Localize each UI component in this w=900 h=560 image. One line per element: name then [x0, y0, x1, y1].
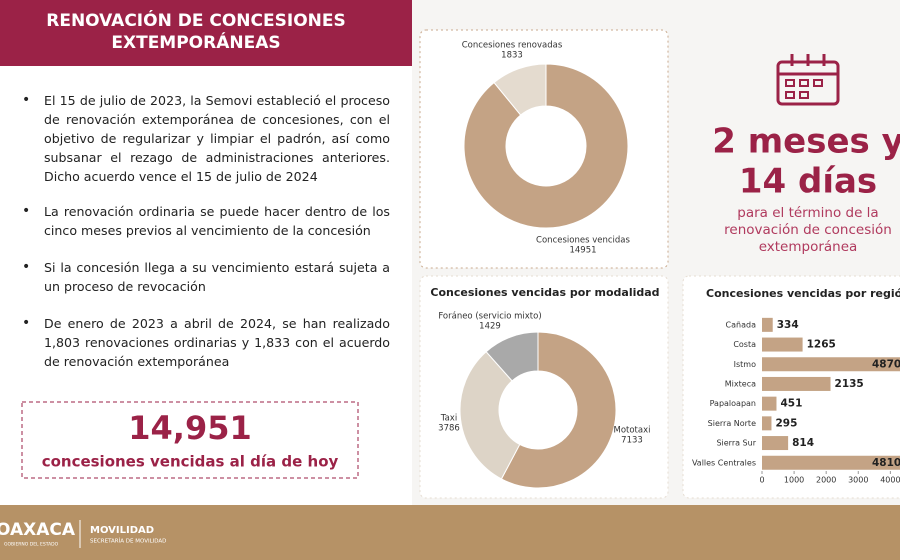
x-tick-label: 4000: [880, 476, 900, 485]
donut-slice: [459, 351, 521, 480]
chart-title: Concesiones vencidas por región: [706, 287, 900, 300]
value-label: 4870: [872, 358, 900, 370]
bullet: De enero de 2023 a abril de 2024, se han…: [22, 314, 390, 371]
chart-title: Concesiones vencidas por modalidad: [430, 286, 659, 299]
stat-label: concesiones vencidas al día de hoy: [42, 453, 339, 471]
countdown-title: 14 días: [739, 162, 877, 202]
slice-value: 3786: [438, 424, 460, 434]
footer-agency: MOVILIDAD: [90, 525, 154, 536]
y-tick-label: Sierra Norte: [708, 419, 756, 428]
bullet: El 15 de julio de 2023, la Semovi establ…: [22, 91, 390, 186]
countdown-title: 2 meses y: [712, 122, 900, 162]
value-label: 814: [792, 437, 814, 449]
header-title: RENOVACIÓN DE CONCESIONES: [46, 9, 345, 31]
calendar-icon: [776, 54, 840, 106]
footer-state-sub: GOBIERNO DEL ESTADO: [4, 542, 59, 548]
value-label: 2135: [835, 378, 864, 390]
value-label: 1265: [807, 339, 836, 351]
bar: [762, 357, 900, 372]
footer-agency-sub: SECRETARÍA DE MOVILIDAD: [90, 538, 166, 545]
donut-slice: [493, 63, 547, 116]
bar: [762, 436, 789, 451]
bar: [762, 337, 803, 352]
value-label: 334: [777, 319, 799, 331]
countdown-subtitle: extemporánea: [759, 239, 858, 255]
donut-slice: [485, 331, 539, 382]
value-label: 4810: [872, 457, 900, 469]
slice-value: 7133: [621, 436, 643, 446]
value-label: 295: [775, 417, 797, 429]
y-tick-label: Istmo: [734, 360, 756, 369]
slice-label: Mototaxi: [613, 426, 650, 436]
stat-value: 14,951: [128, 409, 251, 447]
donut-slice: [500, 331, 617, 489]
stat-box: [21, 401, 359, 479]
bar: [762, 317, 773, 332]
bullet: Si la concesión llega a su vencimiento e…: [22, 258, 390, 296]
x-tick-label: 3000: [848, 476, 868, 485]
slice-value: 14951: [569, 246, 596, 256]
x-tick-label: 0: [759, 476, 764, 485]
countdown-subtitle: para el término de la: [737, 205, 878, 221]
slice-label: Taxi: [440, 414, 457, 424]
bullet: La renovación ordinaria se puede hacer d…: [22, 202, 390, 240]
bar: [762, 396, 777, 411]
footer-band: [0, 505, 900, 560]
value-label: 451: [780, 398, 802, 410]
y-tick-label: Costa: [733, 340, 756, 349]
y-tick-label: Mixteca: [725, 379, 756, 388]
countdown-subtitle: renovación de concesión: [724, 222, 892, 238]
y-tick-label: Valles Centrales: [692, 458, 756, 467]
header-title: EXTEMPORÁNEAS: [111, 31, 280, 53]
y-tick-label: Sierra Sur: [716, 439, 756, 448]
y-tick-label: Cañada: [726, 320, 757, 329]
slice-label: Concesiones renovadas: [462, 41, 563, 51]
bar: [762, 416, 772, 431]
y-tick-label: Papaloapan: [710, 399, 756, 408]
slice-value: 1833: [501, 51, 523, 61]
x-tick-label: 1000: [784, 476, 804, 485]
slice-value: 1429: [479, 322, 501, 332]
slice-label: Foráneo (servicio mixto): [438, 312, 541, 322]
donut-slice: [463, 63, 629, 229]
header-band: [0, 0, 412, 66]
bar: [762, 376, 831, 391]
x-tick-label: 2000: [816, 476, 836, 485]
footer-state: OAXACA: [0, 520, 76, 540]
slice-label: Concesiones vencidas: [536, 236, 630, 246]
bar: [762, 455, 900, 470]
